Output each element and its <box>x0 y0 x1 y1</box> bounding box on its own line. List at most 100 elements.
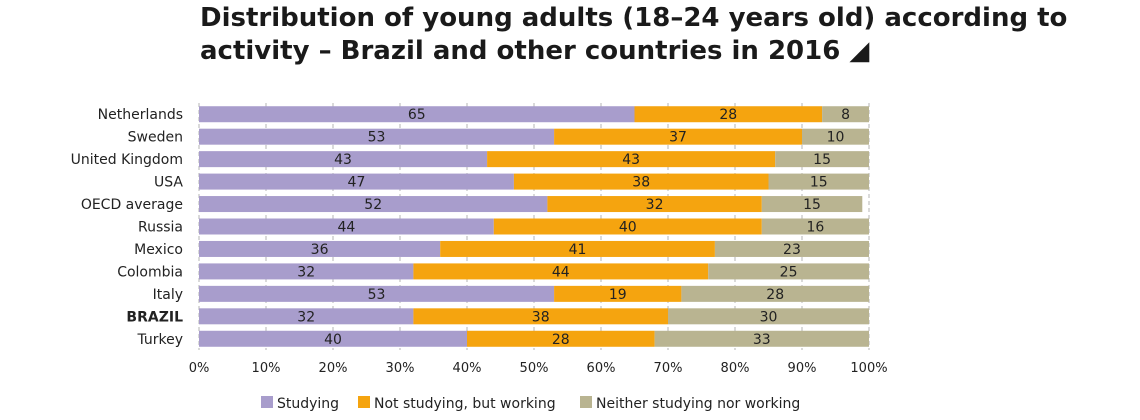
bar-segment <box>554 128 802 145</box>
x-tick-label: 20% <box>319 361 348 376</box>
bar-segment <box>199 240 441 257</box>
x-tick-label: 70% <box>654 361 683 376</box>
x-tick-label: 90% <box>788 361 817 376</box>
bar-segment <box>708 263 869 280</box>
data-label: 15 <box>810 175 828 191</box>
x-tick-label: 80% <box>721 361 750 376</box>
bar-segment <box>554 285 682 302</box>
legend-swatch <box>358 396 370 408</box>
chart-title: Distribution of young adults (18–24 year… <box>200 2 1100 68</box>
data-label: 10 <box>827 130 845 146</box>
category-label: Colombia <box>117 264 183 280</box>
data-label: 52 <box>364 197 382 213</box>
bar-segment <box>775 151 869 168</box>
bar-segment <box>761 196 863 213</box>
bar-segment <box>493 218 762 235</box>
data-label: 19 <box>609 287 627 303</box>
x-tick-label: 50% <box>520 361 549 376</box>
bar-segment <box>681 285 869 302</box>
data-label: 15 <box>813 152 831 168</box>
category-label: Turkey <box>136 332 183 348</box>
legend: Studying Not studying, but working Neither… <box>261 396 800 412</box>
x-axis-ticks: 0% 10% 20% 30% 40% 50% 60% 70% 80% 90% 100% <box>189 361 888 376</box>
bar-segment <box>199 285 555 302</box>
category-label: BRAZIL <box>126 309 183 325</box>
bar-segment <box>199 128 555 145</box>
category-labels: Netherlands Sweden United Kingdom USA OECD a… <box>71 107 184 348</box>
data-label: 47 <box>348 175 366 191</box>
category-label: Russia <box>138 220 183 236</box>
bar-segment <box>822 106 869 123</box>
bar-segment <box>761 218 869 235</box>
x-tick-label: 30% <box>386 361 415 376</box>
data-label: 25 <box>780 264 798 280</box>
bar-segment <box>634 106 823 123</box>
data-label: 41 <box>569 242 587 258</box>
data-label: 16 <box>806 220 824 236</box>
bar-segment <box>199 330 467 347</box>
category-label: Sweden <box>128 130 183 146</box>
data-label: 15 <box>803 197 821 213</box>
bar-segment <box>199 263 414 280</box>
data-label: 38 <box>632 175 650 191</box>
legend-swatch <box>580 396 592 408</box>
data-label: 44 <box>552 264 570 280</box>
data-label: 36 <box>311 242 329 258</box>
x-tick-label: 0% <box>189 361 210 376</box>
bar-segment <box>487 151 776 168</box>
data-label: 40 <box>324 332 342 348</box>
legend-label: Studying <box>277 396 339 412</box>
data-label: 33 <box>753 332 771 348</box>
data-label: 43 <box>622 152 640 168</box>
data-label: 37 <box>669 130 687 146</box>
bar-segment <box>413 263 709 280</box>
data-label: 28 <box>552 332 570 348</box>
x-tick-label: 10% <box>252 361 281 376</box>
data-label: 28 <box>766 287 784 303</box>
category-label: United Kingdom <box>71 152 183 168</box>
bar-segment <box>547 196 762 213</box>
bar-segment <box>199 151 488 168</box>
legend-label: Neither studying nor working <box>596 396 800 412</box>
data-label: 44 <box>337 220 355 236</box>
data-label: 32 <box>646 197 664 213</box>
data-label: 40 <box>619 220 637 236</box>
data-label: 23 <box>783 242 801 258</box>
bar-segment <box>714 240 869 257</box>
data-label: 8 <box>841 107 850 123</box>
x-tick-label: 60% <box>587 361 616 376</box>
bar-segment <box>413 308 668 325</box>
category-label: OECD average <box>81 197 183 213</box>
bar-segment <box>768 173 869 190</box>
category-label: USA <box>154 175 183 191</box>
x-tick-label: 100% <box>850 361 887 376</box>
bar-segment <box>654 330 869 347</box>
bar-segment <box>199 196 548 213</box>
data-label: 28 <box>719 107 737 123</box>
data-label: 53 <box>368 130 386 146</box>
data-label: 32 <box>297 264 315 280</box>
data-label: 43 <box>334 152 352 168</box>
data-label: 65 <box>408 107 426 123</box>
legend-label: Not studying, but working <box>374 396 556 412</box>
bar-segment <box>513 173 769 190</box>
legend-swatch <box>261 396 273 408</box>
category-label: Mexico <box>134 242 183 258</box>
bar-segment <box>199 218 494 235</box>
data-label: 53 <box>368 287 386 303</box>
x-tick-label: 40% <box>453 361 482 376</box>
bar-segment <box>668 308 869 325</box>
data-label: 30 <box>760 309 778 325</box>
bar-segment <box>467 330 655 347</box>
bar-segment <box>199 308 414 325</box>
bar-segment <box>199 106 635 123</box>
chart-title-text: Distribution of young adults (18–24 year… <box>200 3 1068 66</box>
bar-segment <box>802 128 869 145</box>
data-label: 38 <box>532 309 550 325</box>
category-label: Netherlands <box>98 107 183 123</box>
data-label: 32 <box>297 309 315 325</box>
bar-area: 65 28 8 53 37 10 43 43 15 47 38 15 52 32 15 44 40 16 36 41 2… <box>199 106 869 348</box>
bar-segment <box>440 240 715 257</box>
bar-segment <box>199 173 514 190</box>
